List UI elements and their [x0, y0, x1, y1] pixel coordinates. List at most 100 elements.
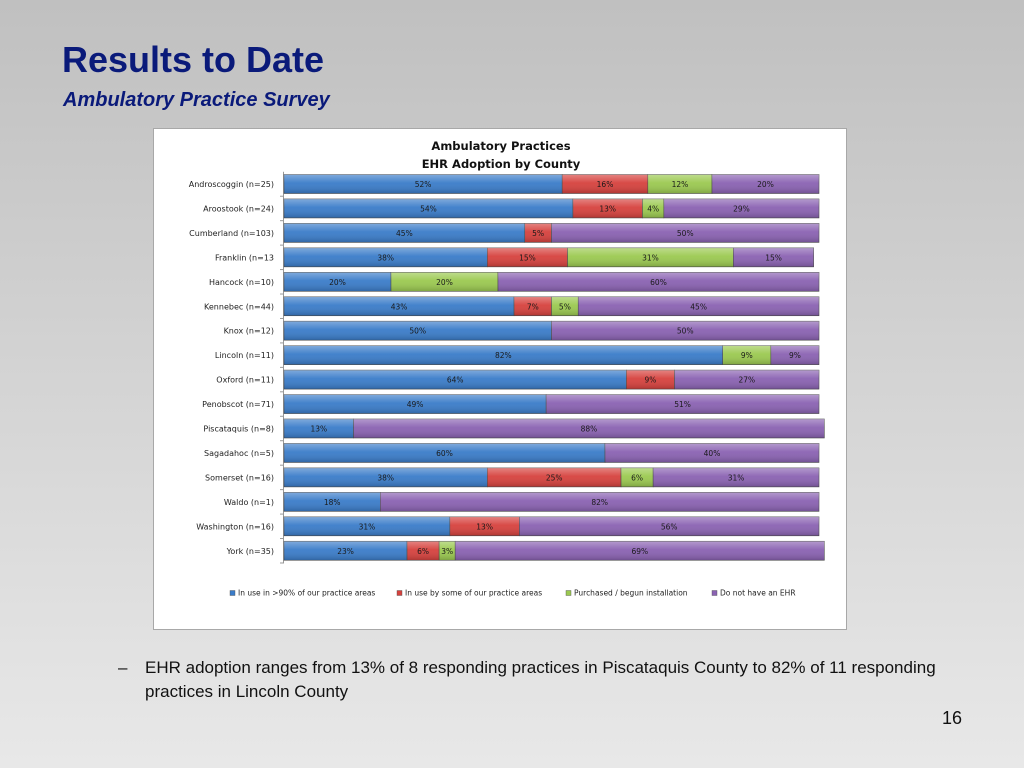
category-label: Oxford (n=11) — [216, 376, 274, 385]
bar-segment-shading — [642, 198, 664, 218]
category-label: Androscoggin (n=25) — [189, 180, 274, 189]
data-label: 54% — [420, 204, 437, 213]
data-label: 60% — [650, 278, 667, 287]
bar-segment-shading — [712, 174, 819, 194]
category-label: Piscataquis (n=8) — [203, 425, 274, 434]
bar-segment-shading — [605, 443, 819, 463]
category-label: Hancock (n=10) — [209, 278, 274, 287]
bar-segment-shading — [572, 198, 643, 218]
data-label: 13% — [310, 425, 327, 434]
data-label: 60% — [436, 449, 453, 458]
data-label: 9% — [741, 351, 753, 360]
bar-segment-shading — [449, 516, 520, 536]
data-label: 82% — [495, 351, 512, 360]
data-label: 31% — [642, 253, 659, 262]
data-label: 45% — [396, 229, 413, 238]
chart-title-line-1: Ambulatory Practices — [431, 139, 570, 153]
bar-segment-shading — [524, 223, 552, 243]
bar-segment-shading — [519, 516, 819, 536]
slide-subtitle: Ambulatory Practice Survey — [63, 89, 330, 111]
category-label: Somerset (n=16) — [205, 473, 274, 482]
data-label: 52% — [415, 180, 432, 189]
data-label: 9% — [789, 351, 801, 360]
data-label: 50% — [677, 229, 694, 238]
bar-segment-shading — [284, 345, 723, 365]
category-label: Knox (n=12) — [224, 327, 274, 336]
bar-segment-shading — [284, 321, 552, 341]
data-label: 6% — [631, 473, 643, 482]
chart-frame: Ambulatory Practices EHR Adoption by Cou… — [153, 128, 847, 630]
data-label: 49% — [407, 400, 424, 409]
data-label: 29% — [733, 204, 750, 213]
bar-segment-shading — [653, 467, 819, 487]
category-label: Sagadahoc (n=5) — [204, 449, 274, 458]
bar-segment-shading — [284, 174, 563, 194]
data-label: 20% — [329, 278, 346, 287]
data-label: 31% — [728, 473, 745, 482]
chart-title-line-2: EHR Adoption by County — [422, 157, 581, 171]
bar-segment-shading — [626, 370, 675, 390]
bar-segment-shading — [733, 247, 814, 267]
data-label: 23% — [337, 547, 354, 556]
bar-segment-shading — [770, 345, 819, 365]
bar-segment-shading — [284, 370, 627, 390]
page-number: 16 — [941, 708, 962, 728]
category-label: Aroostook (n=24) — [203, 204, 274, 213]
bar-segment-shading — [439, 541, 456, 561]
bar-segment-shading — [353, 419, 825, 438]
bullet-dash: – — [118, 658, 128, 677]
data-label: 51% — [674, 400, 691, 409]
chart-legend: In use in >90% of our practice areas In u… — [229, 589, 796, 598]
legend-swatch — [396, 590, 403, 596]
category-label: Franklin (n=13 — [215, 253, 274, 262]
data-label: 38% — [377, 473, 394, 482]
bar-segment-shading — [284, 223, 525, 243]
legend-swatch — [229, 590, 236, 596]
bar-segment-shading — [284, 296, 515, 316]
data-label: 43% — [391, 302, 408, 311]
data-label: 15% — [765, 253, 782, 262]
data-label: 31% — [359, 522, 376, 531]
data-label: 16% — [597, 180, 614, 189]
bar-segment-shading — [455, 541, 825, 561]
data-label: 5% — [532, 229, 544, 238]
bar-segment-shading — [391, 272, 498, 292]
data-label: 64% — [447, 376, 464, 385]
legend-label: Do not have an EHR — [720, 589, 796, 598]
data-label: 88% — [581, 425, 598, 434]
data-label: 45% — [690, 302, 707, 311]
bar-segment-shading — [487, 247, 568, 267]
data-label: 12% — [672, 180, 689, 189]
data-label: 82% — [591, 498, 608, 507]
data-label: 25% — [546, 473, 563, 482]
bar-segment-shading — [578, 296, 819, 316]
data-label: 9% — [645, 376, 657, 385]
bar-segment-shading — [284, 419, 354, 438]
data-label: 6% — [417, 547, 429, 556]
bar-segment-shading — [562, 174, 648, 194]
bar-segment-shading — [551, 296, 579, 316]
data-label: 40% — [704, 449, 721, 458]
bar-segment-shading — [284, 516, 450, 536]
bar-segment-shading — [284, 467, 488, 487]
data-label: 56% — [661, 522, 678, 531]
category-label: York (n=35) — [226, 547, 274, 556]
bar-segment-shading — [284, 492, 381, 512]
bar-segment-shading — [284, 541, 408, 561]
bar-segment-shading — [621, 467, 654, 487]
bar-segment-shading — [407, 541, 440, 561]
category-label: Cumberland (n=103) — [189, 229, 274, 238]
data-label: 5% — [559, 302, 571, 311]
legend-label: In use by some of our practice areas — [405, 589, 542, 598]
bar-segment-shading — [551, 223, 819, 243]
bar-segment-shading — [498, 272, 819, 292]
bar-segment-shading — [284, 247, 488, 267]
bar-segment-shading — [514, 296, 552, 316]
data-label: 50% — [677, 327, 694, 336]
legend-label: In use in >90% of our practice areas — [238, 589, 375, 598]
legend-swatch — [565, 590, 572, 596]
category-label: Penobscot (n=71) — [202, 400, 274, 409]
bar-segment-shading — [663, 198, 819, 218]
data-label: 4% — [647, 204, 659, 213]
bar-segment-shading — [284, 443, 605, 463]
